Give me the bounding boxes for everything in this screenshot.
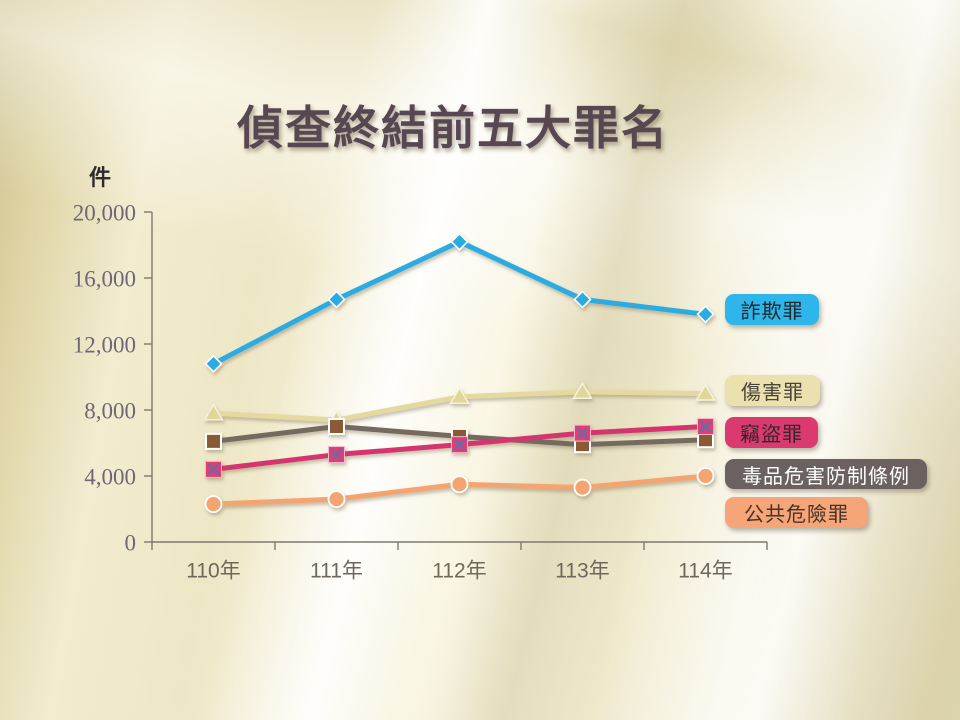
y-tick-label: 0 — [125, 531, 137, 556]
axes — [144, 211, 768, 550]
x-tick-label: 110年 — [186, 560, 240, 583]
marker-x-glyph — [576, 426, 589, 440]
marker-diamond — [696, 305, 715, 324]
legend-label-theft: 竊盜罪 — [725, 417, 818, 448]
marker-circle — [327, 490, 346, 509]
marker-circle — [450, 475, 469, 494]
series-line-fraud — [211, 239, 708, 367]
marker-triangle — [203, 403, 224, 421]
marker-x-glyph — [207, 463, 220, 476]
y-tick-label: 12,000 — [73, 333, 136, 358]
marker-triangle — [449, 386, 470, 404]
marker-x-glyph — [699, 420, 712, 433]
legend-label-fraud: 詐欺罪 — [725, 294, 819, 325]
y-tick-label: 16,000 — [73, 267, 136, 292]
series-group — [203, 232, 716, 513]
marker-x-glyph — [330, 448, 343, 461]
legend-label-injury: 傷害罪 — [725, 375, 820, 406]
marker-triangle — [572, 381, 593, 400]
x-tick-label: 111年 — [310, 560, 363, 583]
x-tick-label: 112年 — [432, 560, 486, 583]
marker-diamond — [204, 354, 223, 373]
x-tick-label: 113年 — [555, 560, 609, 583]
marker-square — [205, 432, 222, 450]
y-tick-label: 8,000 — [84, 399, 136, 424]
x-tick-label: 114年 — [678, 560, 732, 583]
y-axis-unit-label: 件 — [88, 165, 111, 190]
marker-square — [328, 418, 345, 435]
marker-circle — [696, 467, 715, 485]
y-tick-label: 4,000 — [84, 465, 136, 490]
legend-label-public-danger: 公共危險罪 — [725, 497, 868, 528]
legend-text-fraud: 詐欺罪 — [740, 301, 804, 323]
legend-text-injury: 傷害罪 — [741, 382, 804, 404]
legend-text-public-danger: 公共危險罪 — [744, 504, 849, 526]
legend-text-drugs: 毒品危害防制條例 — [742, 465, 910, 488]
legend-label-drugs: 毒品危害防制條例 — [725, 459, 927, 489]
y-tick-label: 20,000 — [73, 201, 136, 226]
marker-triangle — [695, 383, 716, 401]
legend-text-theft: 竊盜罪 — [740, 424, 803, 446]
marker-x-glyph — [453, 438, 466, 451]
marker-diamond — [327, 290, 346, 309]
marker-diamond — [450, 232, 469, 251]
marker-circle — [204, 495, 223, 513]
page-title: 偵查終結前五大罪名 — [237, 102, 669, 154]
marker-diamond — [573, 290, 592, 309]
marker-circle — [573, 478, 592, 497]
